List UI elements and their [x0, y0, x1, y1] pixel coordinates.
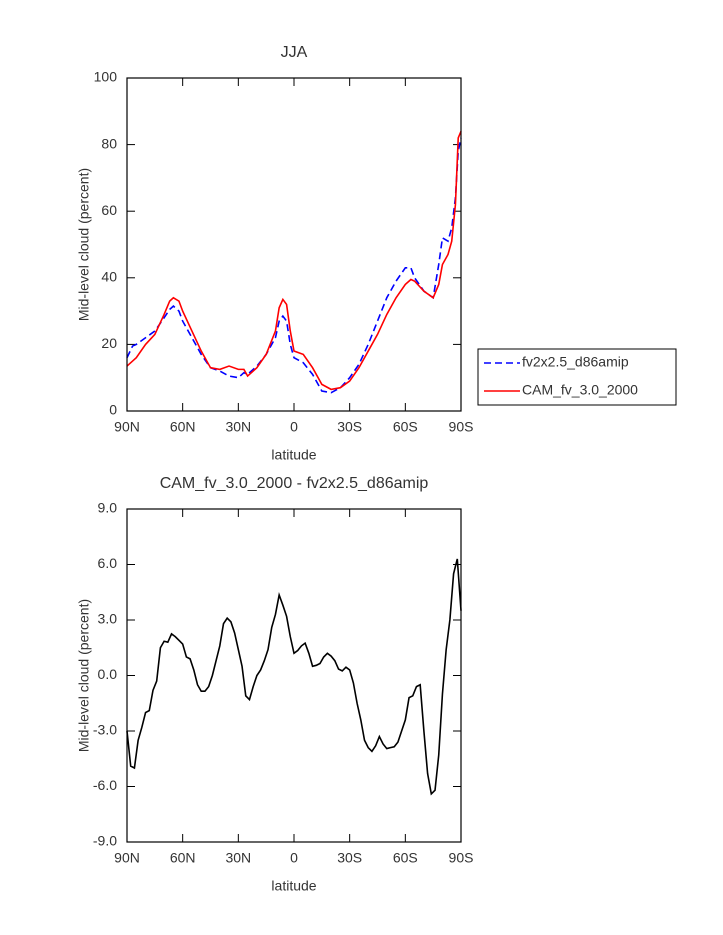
legend-label: fv2x2.5_d86amip [522, 354, 629, 370]
x-tick-label: 60N [170, 419, 196, 435]
y-axis-label: Mid-level cloud (percent) [76, 599, 92, 752]
y-tick-label: -9.0 [93, 833, 117, 849]
y-tick-label: -6.0 [93, 777, 117, 793]
y-tick-label: 6.0 [98, 555, 118, 571]
y-tick-label: 3.0 [98, 611, 118, 627]
x-tick-label: 30S [337, 850, 362, 866]
y-tick-label: 20 [101, 335, 117, 351]
y-tick-label: 40 [101, 269, 117, 285]
y-tick-label: 80 [101, 135, 117, 151]
x-tick-label: 30S [337, 419, 362, 435]
y-axis-label: Mid-level cloud (percent) [76, 168, 92, 321]
x-tick-label: 90S [449, 850, 474, 866]
chart-title: JJA [281, 44, 308, 61]
x-tick-label: 30N [225, 850, 251, 866]
x-tick-label: 60S [393, 850, 418, 866]
plot-frame [126, 508, 462, 843]
y-tick-label: 0.0 [98, 666, 118, 682]
x-axis-label: latitude [271, 447, 316, 463]
legend-label: CAM_fv_3.0_2000 [522, 382, 638, 398]
x-tick-label: 0 [290, 419, 298, 435]
legend-box [477, 348, 677, 406]
x-tick-label: 90N [114, 419, 140, 435]
y-tick-label: -3.0 [93, 722, 117, 738]
x-tick-label: 0 [290, 850, 298, 866]
y-tick-label: 9.0 [98, 500, 118, 516]
x-tick-label: 60S [393, 419, 418, 435]
chart-title: CAM_fv_3.0_2000 - fv2x2.5_d86amip [160, 475, 429, 492]
x-tick-label: 90S [449, 419, 474, 435]
x-tick-label: 60N [170, 850, 196, 866]
x-tick-label: 30N [225, 419, 251, 435]
x-tick-label: 90N [114, 850, 140, 866]
y-tick-label: 100 [94, 69, 118, 85]
x-axis-label: latitude [271, 878, 316, 894]
data-line [126, 137, 462, 394]
y-tick-label: 0 [109, 402, 117, 418]
y-tick-label: 60 [101, 202, 117, 218]
plot-frame [126, 77, 462, 412]
data-line [126, 130, 462, 391]
data-line [126, 558, 462, 796]
